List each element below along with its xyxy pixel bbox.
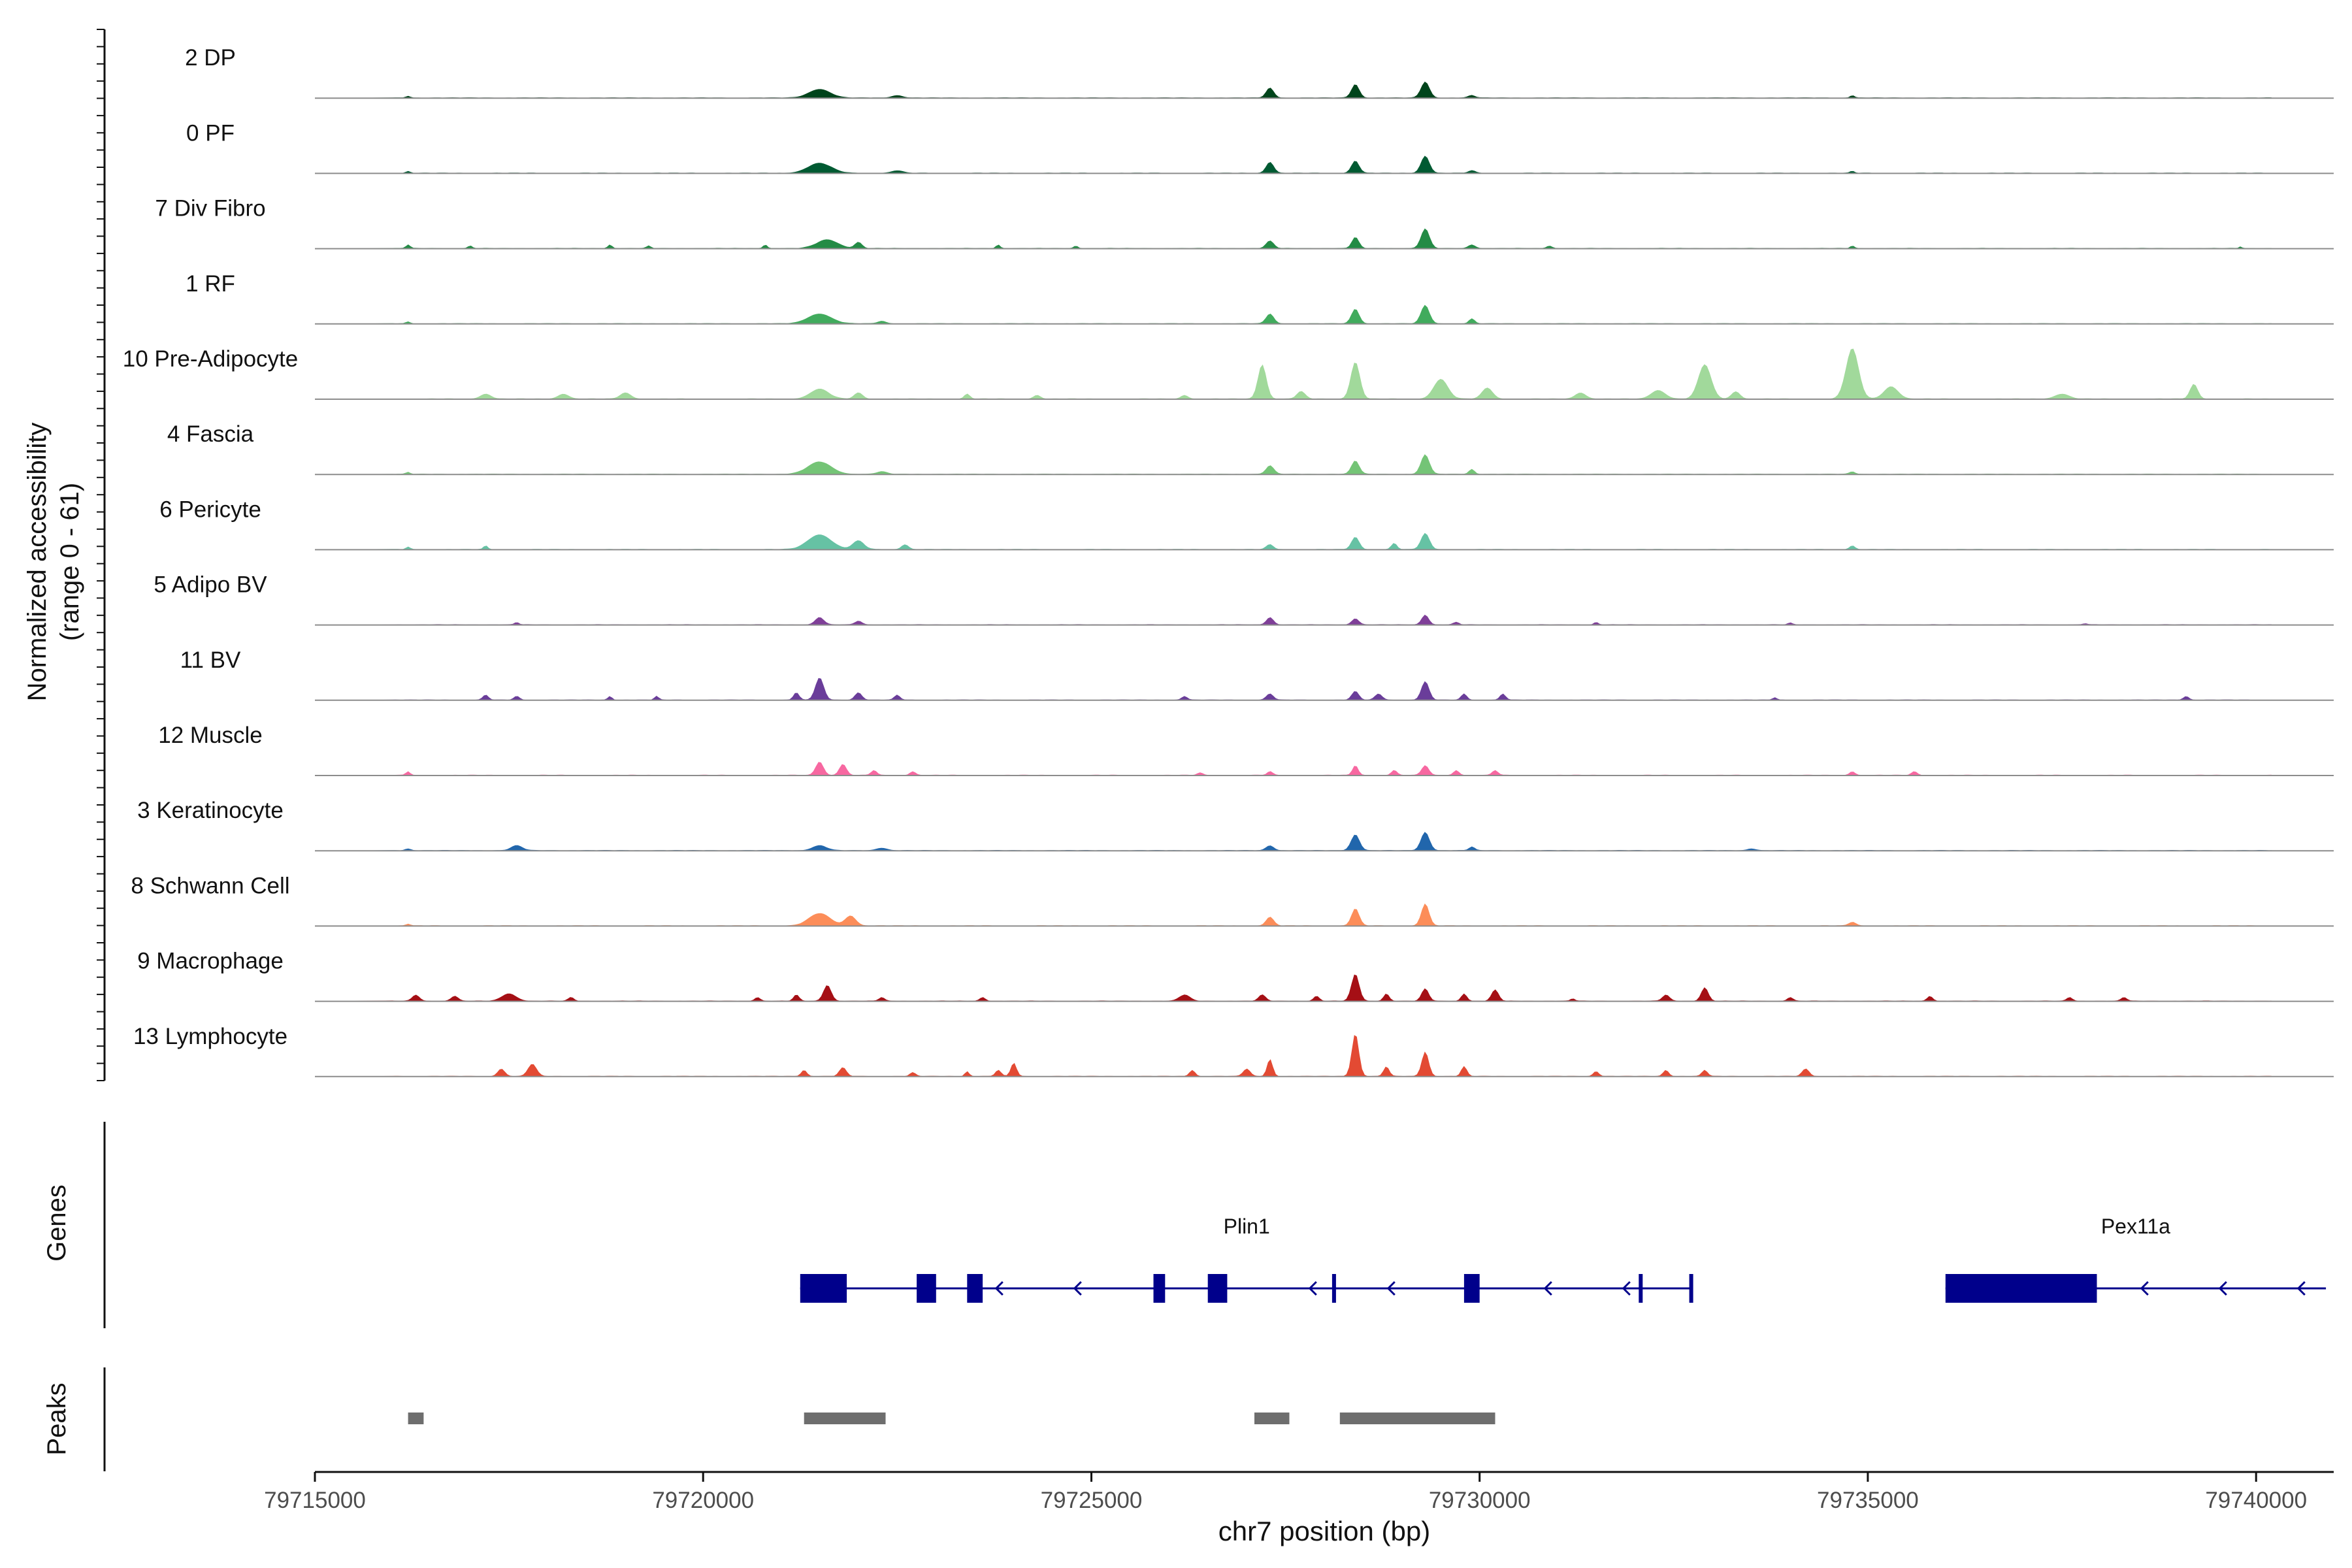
x-tick-label: 79740000	[2205, 1488, 2307, 1513]
coverage-area	[315, 832, 2272, 851]
exon-block	[917, 1274, 936, 1303]
coverage-area	[315, 81, 2272, 99]
x-tick-label: 79730000	[1429, 1488, 1531, 1513]
track-label: 7 Div Fibro	[155, 196, 265, 221]
strand-arrow	[2296, 1281, 2306, 1296]
exon-block	[1689, 1274, 1693, 1303]
exon-block	[1463, 1274, 1480, 1303]
track-label: 11 BV	[180, 647, 241, 673]
exon-block	[1153, 1274, 1166, 1303]
x-axis-label: chr7 position (bp)	[1218, 1516, 1431, 1546]
track-label: 1 RF	[186, 271, 235, 297]
x-axis: 79715000 79720000 79725000 79730000 79735000…	[264, 1471, 2334, 1513]
track-label: 0 PF	[186, 120, 235, 146]
exon-block	[800, 1274, 847, 1303]
x-tick-label: 79735000	[1817, 1488, 1919, 1513]
peak-region	[408, 1413, 424, 1424]
coverage-area	[315, 228, 2272, 249]
strand-arrow	[1622, 1281, 1631, 1296]
peak-region	[1254, 1413, 1290, 1424]
exon-block	[1639, 1274, 1643, 1303]
strand-arrow	[2218, 1281, 2227, 1296]
exon-block	[1331, 1274, 1336, 1303]
x-tick-label: 79715000	[264, 1488, 366, 1513]
track-label: 6 Pericyte	[159, 497, 261, 522]
track-label: 13 Lymphocyte	[133, 1024, 287, 1049]
exon-block	[967, 1274, 983, 1303]
peak-region-panel	[103, 1367, 1495, 1471]
strand-arrow	[1073, 1281, 1082, 1296]
peak-region	[804, 1413, 886, 1424]
coverage-area	[315, 454, 2272, 475]
coverage-tracks: 2 DP 0 PF 7 Div Fibro 1 RF 10 Pre-Adipocyte 4…	[97, 29, 2334, 1081]
strand-arrow	[994, 1281, 1004, 1296]
x-tick-label: 79720000	[652, 1488, 754, 1513]
track-label: 10 Pre-Adipocyte	[123, 346, 298, 372]
gene-annotation-panel: Plin1 Pex11a	[103, 1122, 2327, 1328]
peak-region	[1339, 1413, 1495, 1424]
track-label: 2 DP	[185, 45, 236, 71]
coverage-area	[315, 155, 2272, 174]
track-label: 3 Keratinocyte	[137, 798, 284, 823]
track-label: 9 Macrophage	[137, 949, 284, 974]
coverage-area	[315, 678, 2272, 700]
exon-block	[1945, 1274, 2097, 1303]
track-label: 12 Muscle	[158, 723, 263, 748]
genes-panel-label: Genes	[42, 1184, 71, 1262]
y-axis-label: Normalized accessibility	[23, 423, 52, 702]
exon-block	[1207, 1274, 1228, 1303]
coverage-area	[315, 614, 2272, 625]
coverage-area	[315, 974, 2272, 1002]
coverage-area	[315, 762, 2272, 776]
strand-arrow	[1543, 1281, 1552, 1296]
x-tick-label: 79725000	[1041, 1488, 1143, 1513]
coverage-area	[315, 532, 2272, 550]
track-label: 8 Schwann Cell	[131, 873, 289, 898]
peaks-panel-label: Peaks	[42, 1382, 71, 1455]
coverage-area	[315, 304, 2272, 324]
gene-label: Plin1	[1224, 1215, 1270, 1238]
gene-label: Pex11a	[2101, 1215, 2170, 1238]
strand-arrow	[2140, 1281, 2149, 1296]
track-label: 4 Fascia	[167, 421, 254, 447]
coverage-area	[315, 903, 2272, 926]
y-axis-range-label: (range 0 - 61)	[56, 483, 84, 641]
coverage-area	[315, 1035, 2272, 1077]
coverage-area	[315, 348, 2272, 399]
strand-arrow	[1386, 1281, 1396, 1296]
strand-arrow	[1308, 1281, 1317, 1296]
track-label: 5 Adipo BV	[154, 572, 267, 598]
